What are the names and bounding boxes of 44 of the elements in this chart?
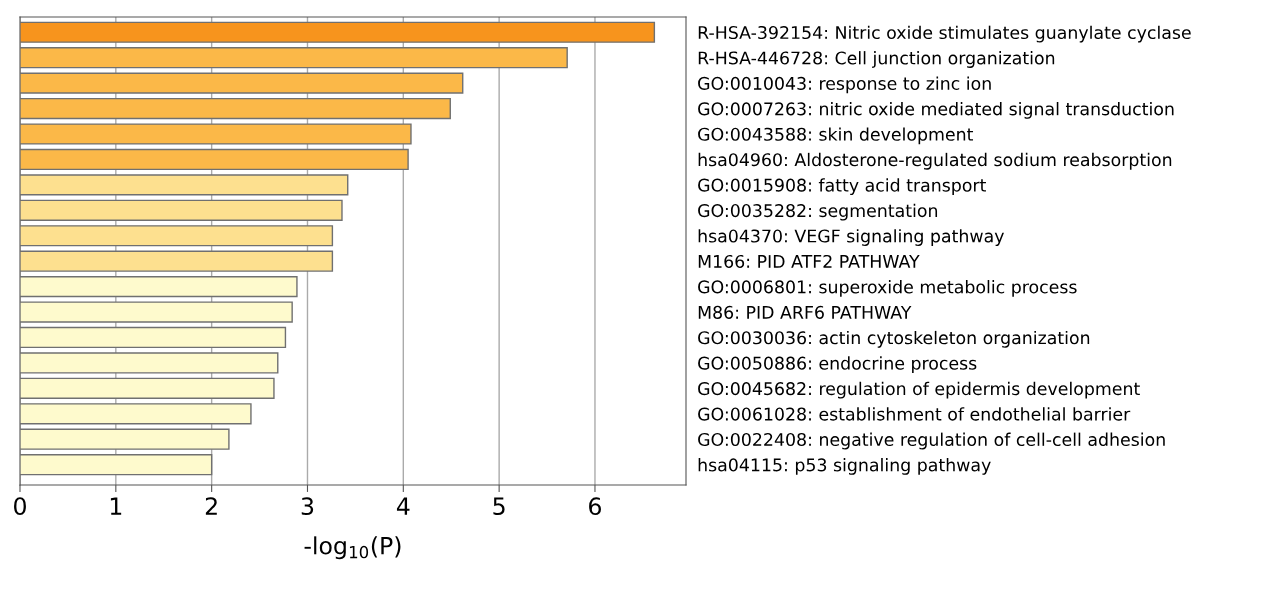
- x-axis-title: -log$_{10}$(P): [304, 536, 401, 560]
- y-tick-label: GO:0010043: response to zinc ion: [698, 76, 991, 94]
- y-tick-label: GO:0050886: endocrine process: [698, 356, 977, 374]
- y-tick-label: R-HSA-392154: Nitric oxide stimulates guanylate cyclase: [698, 25, 1191, 43]
- y-tick-label: R-HSA-446728: Cell junction organization: [698, 51, 1055, 68]
- y-tick-label: GO:0022408: negative regulation of cell-cell adhesion: [698, 432, 1165, 450]
- x-tick-label: 5: [493, 497, 505, 516]
- x-tick-label: 4: [396, 497, 410, 515]
- y-tick-label: hsa04115: p53 signaling pathway: [698, 458, 991, 475]
- bar: [20, 97, 451, 120]
- bar: [20, 148, 409, 171]
- y-tick-label: GO:0007263: nitric oxide mediated signal transduction: [698, 101, 1174, 119]
- y-tick-label: GO:0006801: superoxide metabolic process: [698, 280, 1077, 297]
- bar: [20, 454, 213, 476]
- x-tick-label: 0: [14, 497, 26, 516]
- bar: [20, 174, 349, 196]
- y-tick-label: GO:0061028: establishment of endothelial barrier: [698, 407, 1131, 421]
- bar: [20, 352, 279, 374]
- y-tick-label: GO:0015908: fatty acid transport: [698, 178, 986, 196]
- bar: [20, 428, 230, 450]
- bar: [20, 225, 334, 247]
- bar: [20, 326, 287, 349]
- y-tick-label: GO:0045682: regulation of epidermis development: [698, 381, 1140, 399]
- y-tick-label: M166: PID ATF2 PATHWAY: [698, 254, 920, 269]
- y-tick-label: M86: PID ARF6 PATHWAY: [698, 305, 912, 319]
- y-tick-label: hsa04370: VEGF signaling pathway: [698, 229, 1004, 246]
- y-tick-label: hsa04960: Aldosterone-regulated sodium reabsorption: [698, 152, 1172, 170]
- x-tick-label: 6: [589, 497, 601, 516]
- bar: [20, 21, 656, 43]
- y-tick-label: GO:0035282: segmentation: [698, 203, 938, 221]
- y-tick-label: GO:0030036: actin cytoskeleton organization: [698, 330, 1090, 348]
- bar: [20, 123, 412, 145]
- bar: [20, 403, 252, 425]
- bar: [20, 250, 334, 272]
- bar: [20, 301, 293, 323]
- y-tick-label: GO:0043588: skin development: [698, 127, 974, 145]
- x-tick-label: 3: [301, 497, 314, 516]
- x-tick-label: 2: [205, 497, 217, 515]
- bar: [20, 199, 343, 221]
- bar: [20, 72, 464, 94]
- x-tick-label: 1: [110, 497, 122, 515]
- bar: [20, 47, 568, 69]
- bar: [20, 377, 275, 399]
- bar: [20, 275, 298, 298]
